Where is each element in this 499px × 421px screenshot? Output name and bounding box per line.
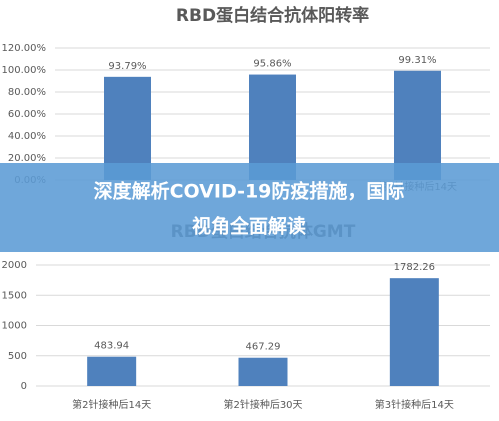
chart-title: RBD蛋白结合抗体阳转率 bbox=[176, 5, 369, 26]
y-tick-label: 120.00% bbox=[2, 43, 47, 54]
banner-background bbox=[0, 163, 499, 252]
data-label: 1782.26 bbox=[394, 262, 435, 273]
data-label: 483.94 bbox=[94, 341, 129, 352]
y-tick-label: 60.00% bbox=[8, 109, 46, 120]
bar bbox=[104, 76, 151, 180]
y-tick-label: 40.00% bbox=[8, 131, 46, 142]
y-tick-label: 0 bbox=[21, 381, 27, 392]
banner-line: 深度解析COVID-19防疫措施，国际 bbox=[94, 180, 405, 203]
data-label: 93.79% bbox=[108, 61, 146, 72]
y-tick-label: 500 bbox=[8, 351, 27, 362]
bar bbox=[394, 70, 441, 180]
x-tick-label: 第2针接种后30天 bbox=[223, 398, 302, 411]
y-tick-label: 2000 bbox=[2, 260, 27, 271]
data-label: 467.29 bbox=[246, 342, 281, 353]
data-label: 99.31% bbox=[398, 55, 436, 66]
data-label: 95.86% bbox=[253, 59, 291, 70]
x-tick-label: 第3针接种后14天 bbox=[375, 398, 454, 411]
x-tick-label: 第2针接种后14天 bbox=[72, 398, 151, 411]
banner-line: 视角全面解读 bbox=[192, 215, 306, 238]
y-tick-label: 80.00% bbox=[8, 87, 46, 98]
y-tick-label: 20.00% bbox=[8, 153, 46, 164]
bar bbox=[87, 356, 137, 386]
bar bbox=[389, 278, 439, 386]
y-tick-label: 1000 bbox=[2, 321, 27, 332]
bar bbox=[249, 74, 296, 180]
bar bbox=[238, 357, 288, 386]
y-tick-label: 1500 bbox=[2, 290, 27, 301]
y-tick-label: 100.00% bbox=[2, 65, 47, 76]
